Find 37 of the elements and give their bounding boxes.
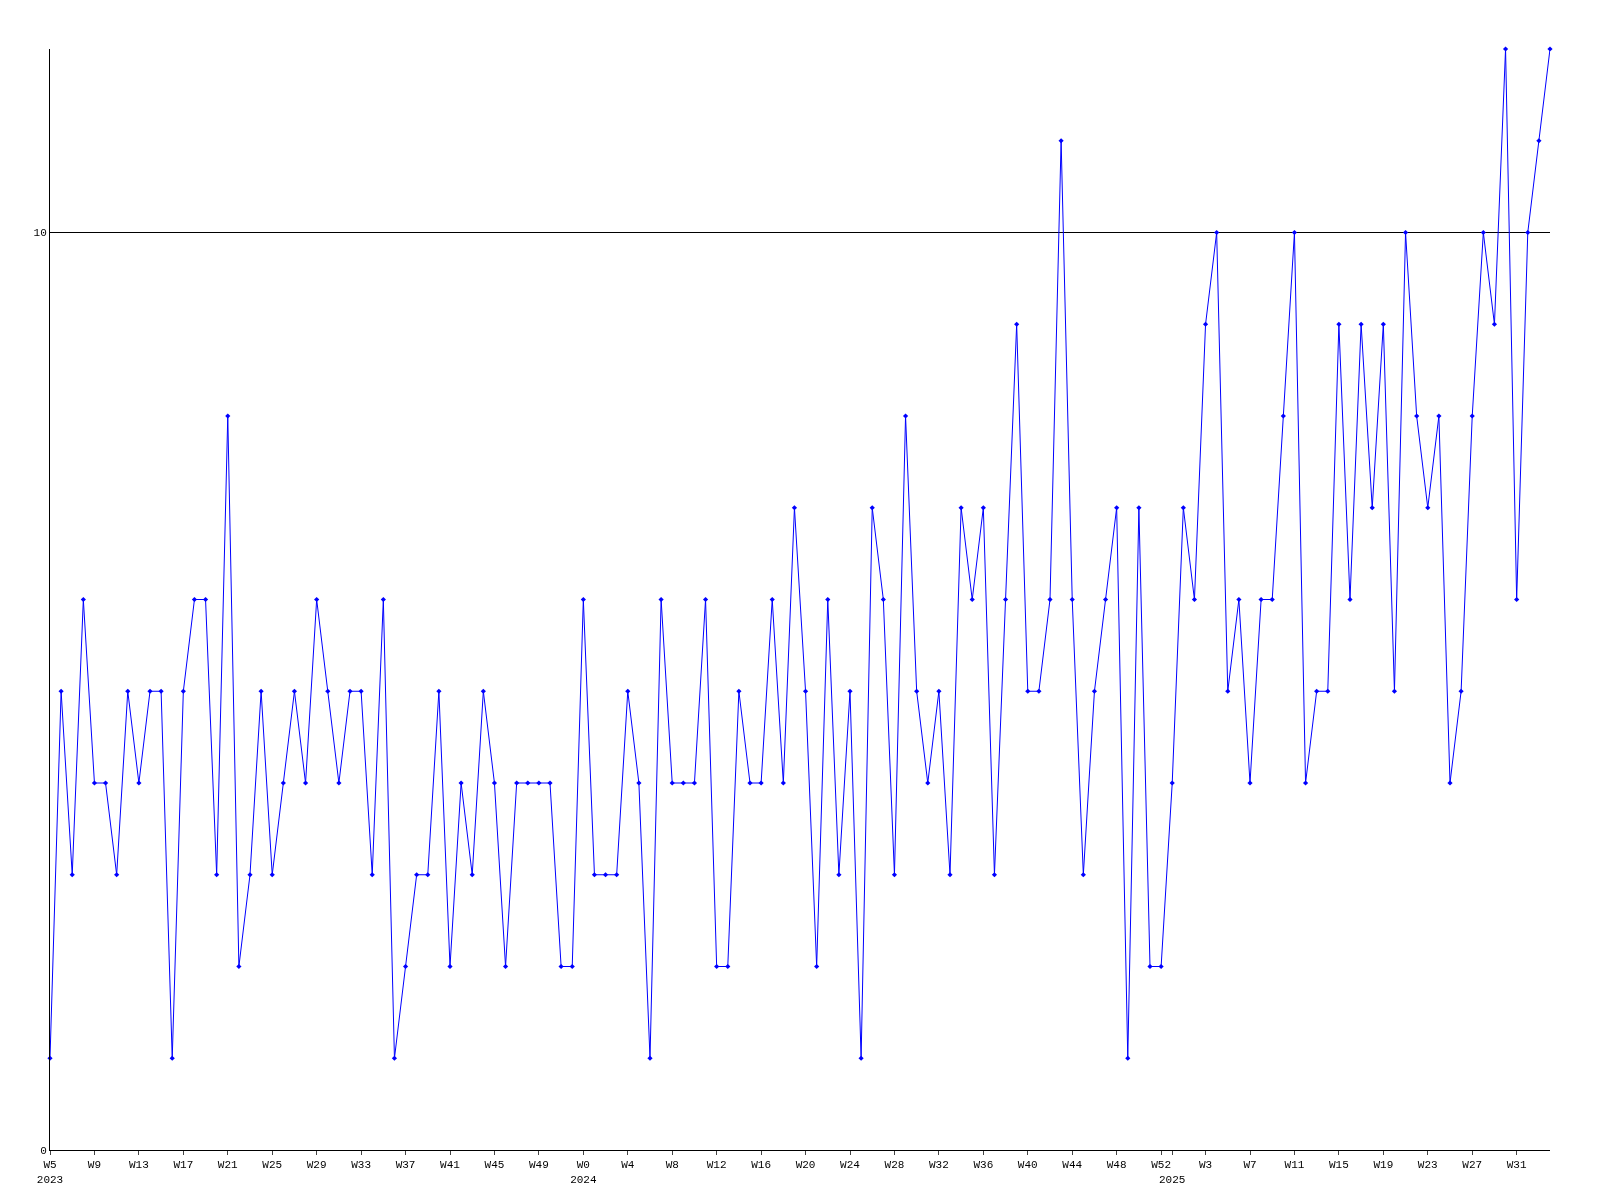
x-tick-label: W9 (87, 1159, 102, 1172)
x-tick-label: W36 (973, 1159, 994, 1172)
x-tick-label: W21 (217, 1159, 239, 1172)
x-tick-label: W28 (884, 1159, 905, 1172)
x-tick-label: W20 (795, 1159, 816, 1172)
x-tick-label: W16 (751, 1159, 772, 1172)
x-tick-label: W45 (484, 1159, 505, 1172)
x-tick-label: W12 (706, 1159, 727, 1172)
x-tick-label: W19 (1373, 1159, 1394, 1172)
x-tick-label: W25 (262, 1159, 283, 1172)
x-tick-label: W44 (1062, 1159, 1083, 1172)
x-tick-label: W15 (1328, 1159, 1349, 1172)
x-tick-label: W29 (306, 1159, 327, 1172)
x-tick-label: W48 (1106, 1159, 1127, 1172)
x-tick-label: W5 2023 (36, 1159, 64, 1186)
x-tick-label: W40 (1017, 1159, 1038, 1172)
x-tick-label: W3 (1198, 1159, 1213, 1172)
x-tick-label: W7 (1243, 1159, 1257, 1172)
x-tick-label: W17 (173, 1159, 194, 1172)
x-tick-label: 2025 (1159, 1173, 1186, 1186)
x-tick-label: W37 (395, 1159, 416, 1172)
x-tick-label: W52 (1151, 1159, 1172, 1172)
x-tick-label: W49 (528, 1159, 549, 1172)
x-tick-label: W32 (928, 1159, 949, 1172)
x-tick-label: W31 (1506, 1159, 1527, 1172)
y-tick-label: 10 (33, 227, 47, 240)
x-tick-label: W8 (665, 1159, 679, 1172)
x-tick-label: W24 (840, 1159, 861, 1172)
x-tick-label: W13 (128, 1159, 149, 1172)
x-tick-label: W41 (440, 1159, 461, 1172)
x-tick-label: W27 (1462, 1159, 1483, 1172)
x-tick-label: W4 (621, 1159, 635, 1172)
x-tick-label: W23 (1417, 1159, 1438, 1172)
x-tick-label: W0 2024 (570, 1159, 597, 1186)
x-tick-label: W33 (351, 1159, 372, 1172)
y-tick-label: 0 (40, 1144, 47, 1157)
x-tick-label: W11 (1284, 1159, 1305, 1172)
